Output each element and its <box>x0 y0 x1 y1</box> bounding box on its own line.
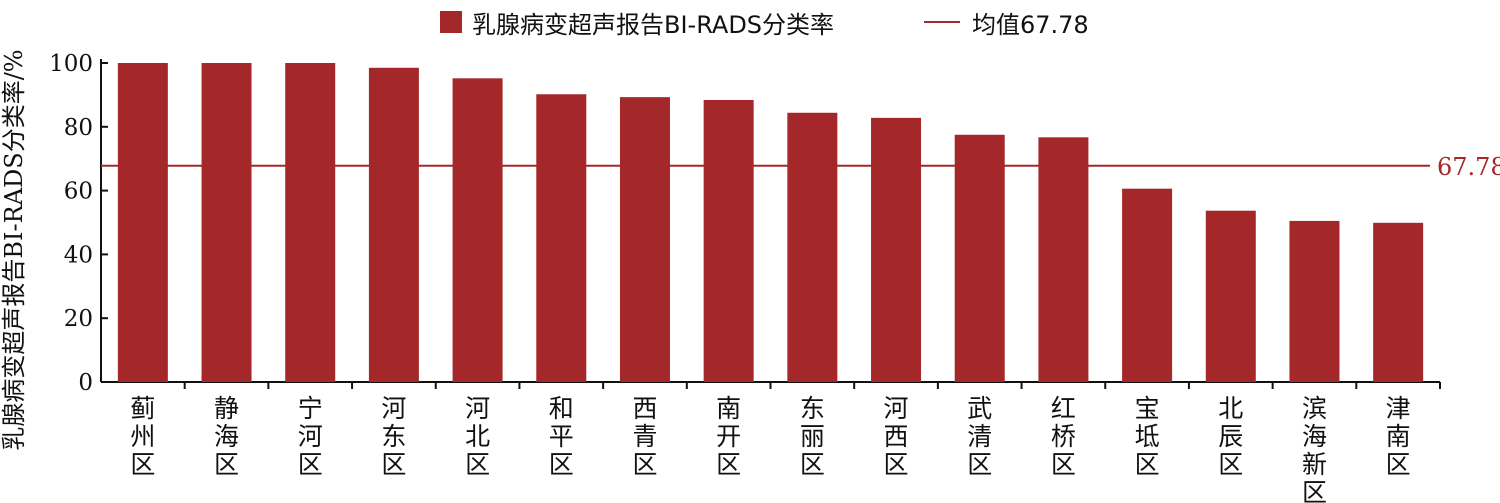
legend-line-swatch <box>924 21 960 23</box>
bar <box>619 97 670 383</box>
x-tick-label: 静海区 <box>214 394 239 479</box>
y-tick-label: 100 <box>49 51 93 77</box>
x-tick-label: 河东区 <box>381 394 406 479</box>
y-tick-label: 40 <box>64 242 93 268</box>
y-axis-label: 乳腺病变超声报告BI-RADS分类率/% <box>0 49 28 450</box>
x-tick-label: 河北区 <box>465 394 490 479</box>
y-tick-label: 0 <box>78 370 93 396</box>
y-tick-label: 80 <box>64 115 93 141</box>
bar <box>1373 222 1424 382</box>
mean-value-label: 67.78 <box>1437 153 1500 181</box>
bar <box>285 63 336 382</box>
legend-label-rate: 乳腺病变超声报告BI-RADS分类率 <box>472 10 835 39</box>
legend: 乳腺病变超声报告BI-RADS分类率 均值67.78 <box>0 4 1500 40</box>
bar <box>1122 188 1173 382</box>
legend-item-rate: 乳腺病变超声报告BI-RADS分类率 <box>440 4 834 40</box>
bar <box>787 112 838 382</box>
x-tick-label: 津南区 <box>1386 394 1411 479</box>
x-tick-label: 河西区 <box>884 394 909 479</box>
x-tick-label: 武清区 <box>967 394 992 479</box>
bar <box>536 94 587 383</box>
y-tick-label: 60 <box>64 179 93 205</box>
bar <box>117 63 168 382</box>
x-tick-label: 红桥区 <box>1051 394 1076 479</box>
legend-item-mean: 均值67.78 <box>924 4 1089 40</box>
x-tick-label: 宁河区 <box>298 394 323 479</box>
bar <box>871 117 922 383</box>
x-tick-label: 和平区 <box>549 394 574 479</box>
bar <box>368 67 419 382</box>
x-tick-label: 蓟州区 <box>130 394 155 479</box>
x-tick-label: 西青区 <box>632 394 657 479</box>
x-tick-label: 东丽区 <box>800 394 825 479</box>
legend-bar-swatch <box>440 11 462 33</box>
x-tick-label: 宝坻区 <box>1135 394 1160 479</box>
bar <box>1205 210 1256 382</box>
x-tick-label: 北辰区 <box>1218 394 1243 479</box>
bar <box>452 78 503 382</box>
bar <box>703 100 754 382</box>
x-tick-label: 南开区 <box>716 394 741 479</box>
bar <box>201 63 252 382</box>
bar <box>1038 137 1089 382</box>
legend-label-mean: 均值67.78 <box>972 10 1089 39</box>
x-tick-label: 滨海新区 <box>1302 394 1327 503</box>
bar <box>1289 220 1340 382</box>
bar <box>954 134 1005 382</box>
y-tick-label: 20 <box>64 306 93 332</box>
